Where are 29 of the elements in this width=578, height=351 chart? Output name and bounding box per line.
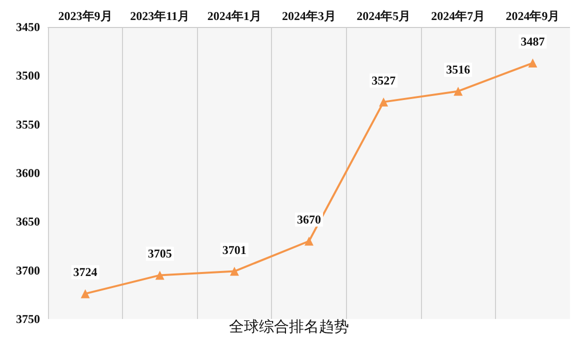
- x-tick-label: 2024年1月: [207, 9, 262, 23]
- y-tick-label: 3500: [16, 68, 40, 83]
- point: [528, 58, 538, 68]
- x-tick-label: 2024年5月: [356, 9, 411, 23]
- x-tick-label: 2024年3月: [282, 9, 336, 23]
- y-tick-label: 3550: [16, 117, 40, 132]
- x-tick-label: 2023年9月: [58, 9, 112, 23]
- point: [230, 266, 239, 276]
- data-label: 3487: [520, 34, 545, 49]
- y-tick-label: 3600: [16, 166, 40, 180]
- data-label: 3701: [222, 242, 246, 257]
- y-tick-label: 3650: [16, 214, 40, 229]
- point: [304, 236, 314, 246]
- point: [80, 289, 90, 298]
- data-label: 3670: [297, 212, 321, 227]
- data-label: 3705: [148, 246, 172, 261]
- point: [155, 270, 164, 280]
- y-tick-label: 3700: [16, 263, 40, 278]
- x-tick-label: 2024年7月: [431, 9, 486, 23]
- y-tick-label: 3750: [16, 312, 40, 326]
- point: [454, 86, 463, 96]
- x-tick-label: 2023年11月: [130, 9, 190, 23]
- data-label: 3527: [372, 73, 396, 88]
- point: [379, 97, 388, 106]
- text: 全球综合排名趋势: [229, 318, 349, 336]
- y-tick-label: 3450: [16, 20, 40, 34]
- data-label: 3724: [73, 265, 98, 280]
- x-tick-label: 2024年9月: [506, 9, 560, 23]
- data-label: 3516: [446, 62, 470, 77]
